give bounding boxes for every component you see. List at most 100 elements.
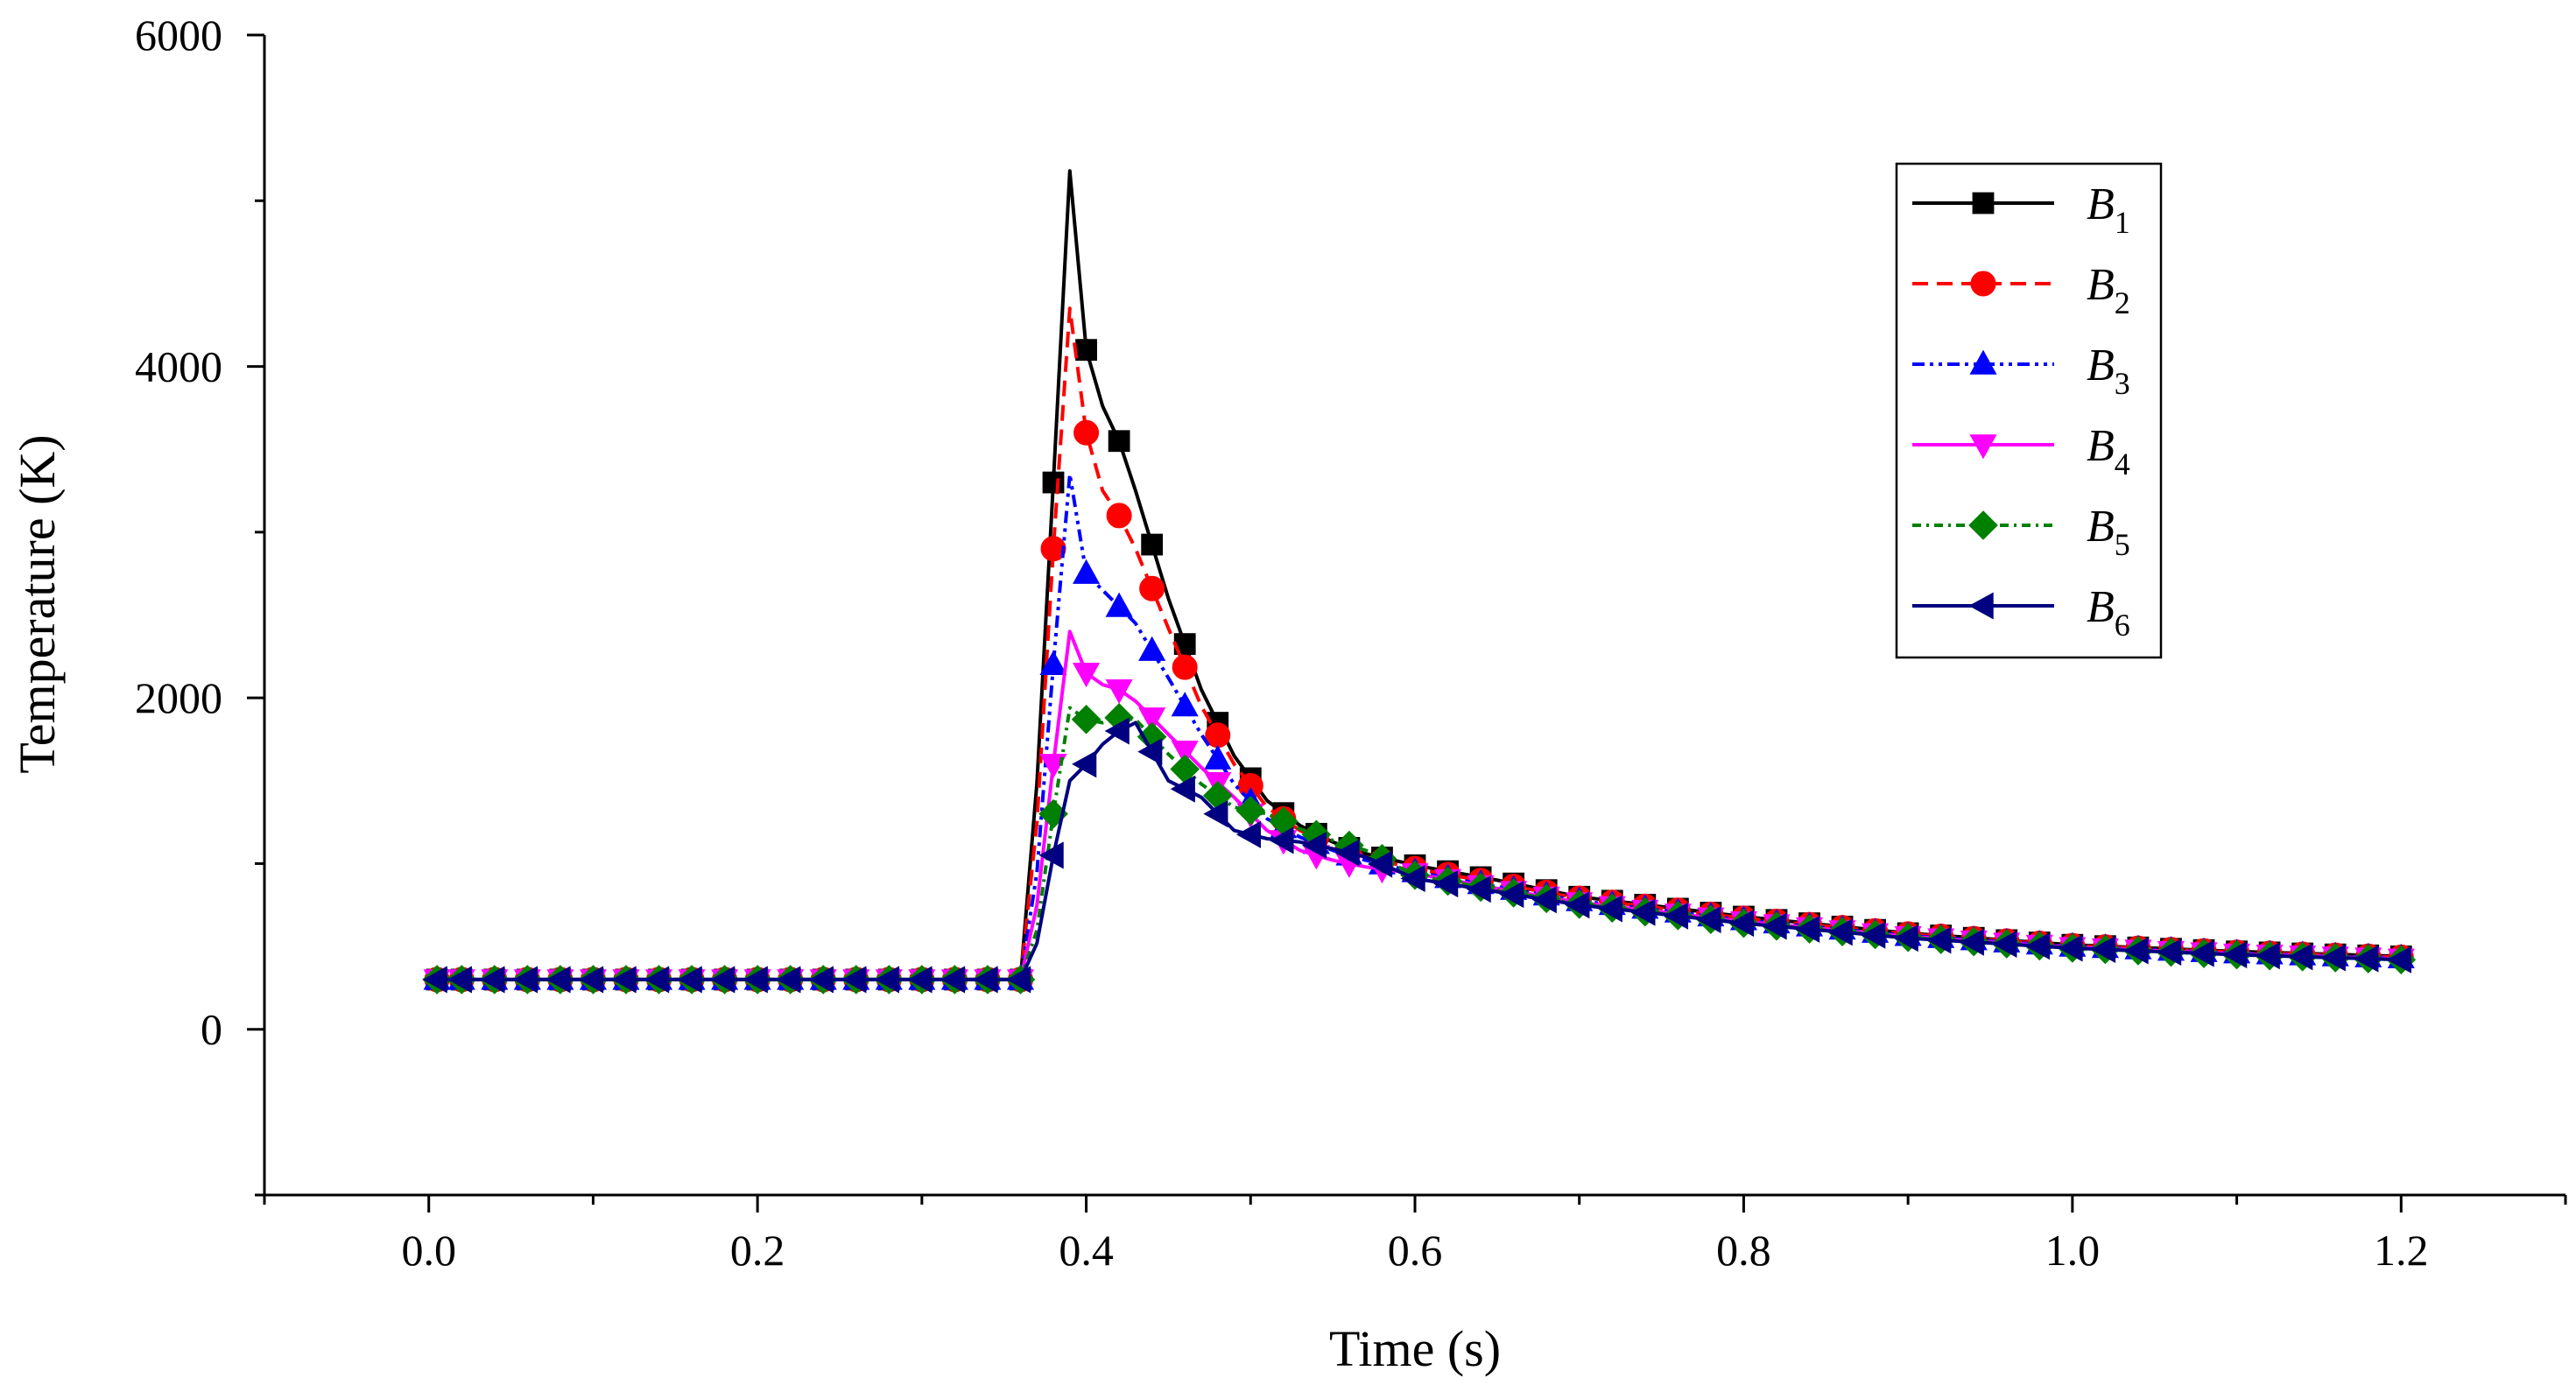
legend-marker	[1972, 192, 1995, 214]
legend-label-B3: B3	[2087, 341, 2130, 401]
data-point-B6	[677, 966, 702, 994]
x-tick-label: 0.8	[1716, 1226, 1771, 1275]
axes: 0.0 0.2 0.4 0.6 0.8 1.0 1.2 0 2000 4000 6000	[135, 11, 2567, 1275]
legend-label-B2: B2	[2087, 260, 2130, 320]
data-point-B6	[422, 966, 447, 994]
legend-item-B4: B4	[1912, 421, 2130, 482]
data-point-B6	[841, 966, 867, 994]
x-axis-title: Time (s)	[1329, 1320, 1501, 1377]
data-point-B6	[1893, 924, 1918, 953]
data-point-B6	[1696, 905, 1721, 933]
data-point-B6	[907, 966, 933, 994]
data-point-B6	[743, 966, 768, 994]
data-point-B6	[1269, 826, 1294, 854]
data-point-B6	[1762, 912, 1787, 940]
data-point-B6	[1235, 820, 1261, 848]
data-point-B6	[2090, 935, 2116, 964]
y-axis-title: Temperature (K)	[9, 434, 66, 773]
data-point-B4	[1073, 663, 1101, 688]
legend-label-B6: B6	[2087, 582, 2130, 643]
data-point-B6	[1728, 910, 1755, 938]
data-point-B6	[2189, 939, 2214, 967]
data-point-B3	[1171, 692, 1199, 717]
data-point-B6	[447, 966, 472, 994]
data-point-B6	[1368, 850, 1393, 878]
data-point-B2	[1040, 536, 1066, 562]
data-point-B6	[2157, 938, 2182, 967]
x-tick-label: 0.2	[730, 1226, 785, 1275]
data-point-B4	[1039, 754, 1067, 779]
data-point-B2	[1073, 419, 1100, 446]
data-point-B6	[1597, 895, 1622, 923]
data-point-B6	[1203, 800, 1228, 828]
data-point-B6	[644, 966, 670, 994]
data-point-B6	[2288, 943, 2313, 971]
data-point-B6	[1466, 875, 1491, 903]
data-point-B1	[1075, 339, 1097, 362]
data-point-B3	[1039, 650, 1067, 675]
y-tick-label: 4000	[135, 342, 222, 391]
data-point-B6	[2386, 946, 2411, 974]
legend-marker	[1968, 510, 1998, 540]
series-layer	[422, 169, 2417, 995]
legend-item-B2: B2	[1912, 260, 2130, 320]
data-point-B6	[2354, 945, 2379, 973]
legend-label-B5: B5	[2087, 502, 2130, 562]
data-point-B6	[1565, 891, 1590, 919]
data-point-B6	[2058, 934, 2083, 962]
data-point-B6	[1499, 881, 1524, 909]
data-point-B6	[1531, 886, 1557, 914]
data-point-B6	[2320, 944, 2346, 972]
data-point-B6	[874, 966, 900, 994]
data-point-B6	[1006, 966, 1031, 994]
data-point-B6	[1630, 898, 1656, 926]
data-point-B6	[1104, 717, 1130, 745]
data-point-B6	[1334, 839, 1360, 867]
x-tick-label: 1.0	[2045, 1226, 2101, 1275]
data-point-B6	[1926, 926, 1952, 954]
data-point-B1	[1042, 471, 1065, 494]
legend-item-B3: B3	[1912, 341, 2130, 401]
x-tick-label: 0.0	[401, 1226, 456, 1275]
legend-label-B4: B4	[2087, 421, 2130, 482]
data-point-B6	[973, 966, 998, 994]
data-point-B6	[1795, 915, 1820, 943]
data-point-B6	[710, 966, 735, 994]
data-point-B6	[2123, 937, 2149, 965]
legend-marker	[1968, 592, 1994, 620]
legend-marker	[1969, 349, 1997, 375]
data-point-B6	[1170, 775, 1195, 803]
data-point-B6	[512, 966, 538, 994]
data-point-B6	[808, 966, 834, 994]
data-point-B6	[578, 966, 604, 994]
data-point-B5	[1071, 704, 1101, 735]
data-point-B6	[1992, 930, 2017, 958]
data-point-B1	[1108, 430, 1130, 453]
data-point-B4	[1105, 678, 1133, 705]
legend-item-B5: B5	[1912, 502, 2130, 562]
data-point-B3	[1138, 636, 1166, 661]
y-tick-label: 2000	[135, 673, 222, 722]
data-point-B2	[1106, 503, 1132, 529]
data-point-B6	[940, 966, 966, 994]
y-tick-label: 0	[201, 1005, 222, 1054]
y-tick-label: 6000	[135, 11, 222, 60]
legend-marker	[1970, 271, 1996, 297]
data-point-B6	[1301, 832, 1327, 860]
data-point-B6	[1433, 869, 1459, 898]
legend-label-B1: B1	[2087, 179, 2130, 240]
legend-item-B1: B1	[1912, 179, 2130, 240]
data-point-B6	[2024, 932, 2051, 960]
data-point-B6	[1072, 750, 1097, 778]
data-point-B2	[1172, 654, 1198, 680]
data-point-B6	[1663, 902, 1689, 930]
legend-item-B6: B6	[1912, 582, 2130, 643]
x-tick-label: 0.6	[1388, 1226, 1443, 1275]
x-tick-label: 1.2	[2374, 1226, 2429, 1275]
data-point-B2	[1139, 575, 1165, 601]
data-point-B6	[1038, 841, 1064, 869]
x-tick-label: 0.4	[1059, 1226, 1114, 1275]
data-point-B3	[1105, 592, 1133, 617]
